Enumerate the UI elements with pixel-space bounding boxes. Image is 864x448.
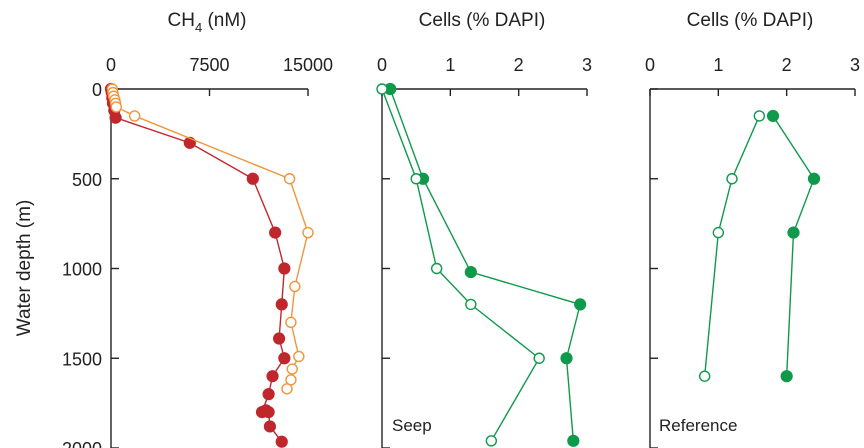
panel-reference: Cells (% DAPI) Reference 0 1 2 3 bbox=[645, 10, 860, 448]
x-tick-label: 1 bbox=[713, 55, 723, 75]
x-tick-label: 3 bbox=[582, 55, 592, 75]
data-point-open bbox=[283, 173, 296, 185]
seep-panel-label: Seep bbox=[392, 416, 432, 435]
x-tick-label: 3 bbox=[850, 55, 860, 75]
data-point-open bbox=[286, 363, 298, 375]
data-point-filled bbox=[278, 262, 291, 275]
ch4-axis-title: CH4 (nM) bbox=[167, 10, 246, 35]
series-line bbox=[703, 115, 760, 377]
data-point-open bbox=[281, 383, 293, 395]
reference-panel-label: Reference bbox=[659, 416, 737, 435]
y-tick-label: 2000 bbox=[62, 439, 102, 448]
x-tick-label: 0 bbox=[645, 55, 655, 75]
data-point-filled bbox=[787, 226, 800, 239]
data-point-filled bbox=[278, 352, 291, 365]
data-point-filled bbox=[766, 109, 780, 123]
data-point-open bbox=[128, 110, 141, 122]
series-line bbox=[389, 88, 582, 441]
data-point-filled bbox=[263, 420, 277, 433]
ch4-title-main: CH bbox=[167, 10, 194, 31]
data-point-open bbox=[465, 298, 477, 311]
data-point-open bbox=[376, 83, 388, 95]
data-point-filled bbox=[275, 298, 288, 311]
data-point-open bbox=[485, 435, 498, 447]
y-tick-label: 0 bbox=[92, 80, 102, 100]
ch4-title-suffix: (nM) bbox=[202, 10, 246, 31]
data-point-open bbox=[302, 226, 314, 239]
x-tick-label: 7500 bbox=[189, 55, 229, 75]
data-point-filled bbox=[807, 172, 821, 185]
data-point-filled bbox=[262, 388, 275, 401]
data-point-filled bbox=[464, 265, 477, 279]
data-point-filled bbox=[109, 111, 122, 124]
data-point-filled bbox=[567, 434, 580, 447]
data-point-open bbox=[410, 173, 422, 185]
data-point-open bbox=[698, 370, 711, 382]
y-tick-label: 500 bbox=[72, 170, 102, 190]
data-point-filled bbox=[780, 370, 793, 383]
reference-axis-title: Cells (% DAPI) bbox=[687, 10, 814, 31]
ch4-title-subscript: 4 bbox=[195, 20, 202, 35]
data-point-open bbox=[293, 350, 305, 363]
panel-ch4: CH4 (nM) 0 7500 15000 0 500 1000 1500 2000 bbox=[62, 10, 333, 448]
data-point-filled bbox=[275, 435, 288, 448]
data-point-open bbox=[285, 316, 297, 329]
data-point-filled bbox=[269, 226, 282, 239]
data-point-open bbox=[110, 101, 122, 113]
data-point-filled bbox=[574, 298, 587, 311]
series-line bbox=[381, 88, 541, 442]
seep-axis-title: Cells (% DAPI) bbox=[419, 10, 546, 31]
data-point-open bbox=[289, 280, 301, 293]
data-point-filled bbox=[246, 172, 259, 185]
x-tick-label: 2 bbox=[782, 55, 792, 75]
y-tick-label: 1500 bbox=[62, 349, 102, 369]
x-tick-label: 0 bbox=[106, 55, 116, 75]
x-tick-label: 2 bbox=[514, 55, 524, 75]
x-tick-label: 1 bbox=[445, 55, 455, 75]
series-line bbox=[772, 115, 815, 377]
x-tick-label: 15000 bbox=[283, 55, 333, 75]
data-point-filled bbox=[273, 332, 286, 345]
y-tick-label: 1000 bbox=[62, 260, 102, 280]
data-point-open bbox=[753, 110, 766, 122]
y-axis-title: Water depth (m) bbox=[14, 200, 35, 337]
data-point-filled bbox=[262, 406, 275, 419]
x-tick-label: 0 bbox=[377, 55, 387, 75]
data-point-open bbox=[430, 262, 443, 275]
data-point-open bbox=[726, 173, 738, 185]
panel-seep: Cells (% DAPI) Seep 0 1 2 3 bbox=[376, 10, 592, 448]
data-point-filled bbox=[266, 370, 279, 383]
data-point-open bbox=[712, 226, 725, 239]
data-point-filled bbox=[560, 352, 573, 365]
data-point-open bbox=[533, 352, 545, 364]
